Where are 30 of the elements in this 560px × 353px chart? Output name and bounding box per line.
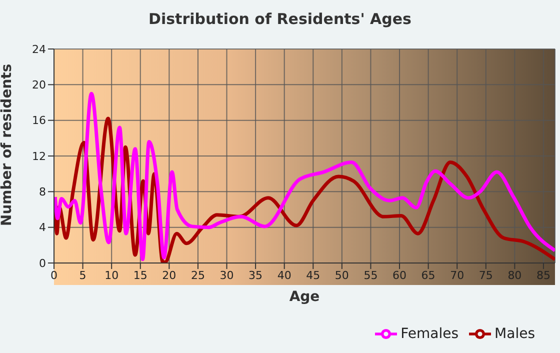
y-tick-label: 0 [39, 256, 46, 270]
x-tick-label: 80 [508, 268, 522, 282]
legend-label: Females [400, 326, 459, 342]
y-tick-label: 12 [32, 150, 46, 163]
chart-title: Distribution of Residents' Ages [148, 10, 412, 28]
x-tick-label: 15 [133, 268, 148, 282]
x-tick-label: 45 [306, 268, 320, 282]
x-tick-label: 60 [392, 268, 407, 282]
x-tick-label: 20 [162, 268, 176, 282]
y-tick-label: 24 [32, 42, 46, 56]
y-axis-title: Number of residents [0, 64, 15, 226]
x-tick-label: 85 [536, 268, 550, 282]
x-tick-label: 40 [277, 268, 292, 282]
x-tick-label: 10 [104, 268, 119, 282]
x-tick-label: 65 [421, 268, 436, 282]
x-tick-label: 35 [248, 268, 263, 282]
x-tick-label: 55 [364, 268, 378, 282]
y-tick-label: 4 [39, 221, 46, 234]
x-tick-label: 5 [79, 268, 86, 282]
y-tick-label: 20 [32, 78, 46, 92]
x-axis-title: Age [289, 289, 320, 305]
x-tick-label: 0 [50, 268, 58, 282]
x-tick-label: 75 [478, 268, 493, 282]
x-tick-label: 30 [220, 268, 234, 282]
legend-label: Males [494, 326, 535, 342]
x-tick-label: 70 [450, 268, 464, 282]
y-tick-label: 8 [39, 186, 46, 199]
x-tick-label: 50 [334, 268, 349, 282]
x-tick-label: 25 [190, 268, 205, 282]
y-tick-label: 16 [32, 114, 46, 128]
